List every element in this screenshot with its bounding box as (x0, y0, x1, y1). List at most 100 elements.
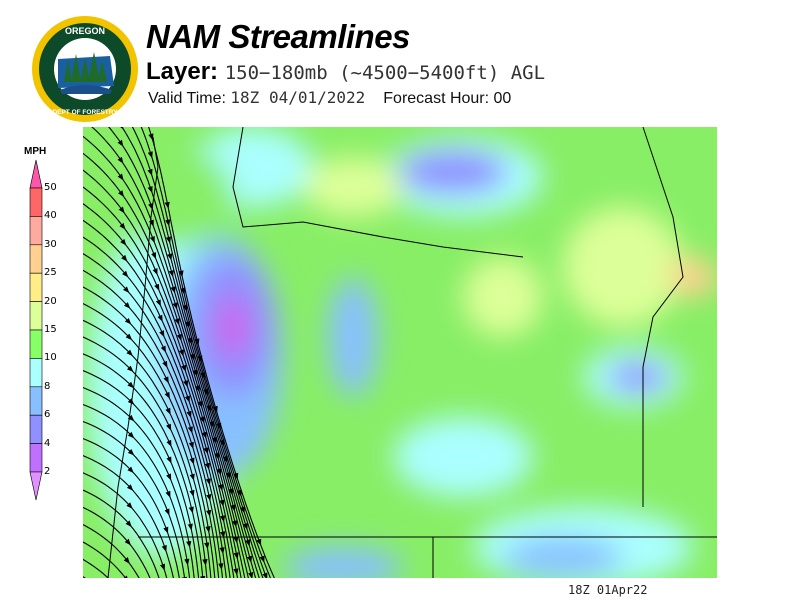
streamline (126, 275, 165, 338)
streamline (124, 243, 161, 307)
streamline (236, 556, 242, 578)
streamline (132, 402, 172, 464)
colorbar-segment (29, 244, 43, 274)
streamline (83, 303, 133, 341)
colorbar-segment (29, 358, 43, 388)
streamline (162, 334, 190, 403)
streamline (83, 203, 127, 246)
streamline (83, 506, 131, 546)
streamline (131, 386, 172, 447)
streamline (182, 353, 205, 424)
colorbar-label: 50 (44, 182, 57, 193)
streamline (177, 322, 201, 393)
streamline (189, 415, 211, 486)
streamline (108, 127, 124, 147)
streamline (83, 253, 130, 294)
wind-speed-fill (88, 127, 717, 578)
streamline (215, 410, 239, 480)
streamline (192, 357, 215, 428)
streamline (129, 337, 170, 399)
streamline (190, 430, 212, 501)
streamline (192, 494, 208, 566)
colorbar-segment (29, 301, 43, 331)
streamline (250, 560, 257, 578)
colorbar-label: 15 (44, 324, 57, 335)
streamline-map[interactable] (83, 127, 717, 578)
streamline (160, 319, 189, 388)
streamline (187, 325, 209, 396)
streamline (209, 498, 224, 571)
streamline (167, 512, 188, 578)
streamline (248, 543, 260, 578)
streamline (151, 137, 170, 209)
streamline (206, 546, 212, 578)
streamline (150, 173, 172, 244)
streamline (200, 359, 222, 430)
streamline (219, 427, 242, 497)
colorbar-over-triangle (29, 159, 43, 189)
streamline (225, 460, 248, 530)
streamline (130, 353, 171, 415)
streamline (83, 524, 130, 564)
streamline (121, 177, 155, 244)
streamline (191, 510, 206, 578)
streamline (262, 560, 271, 578)
streamline (222, 535, 231, 578)
streamline (152, 224, 176, 294)
streamline (128, 306, 168, 368)
streamline (131, 470, 169, 534)
streamline (83, 420, 135, 456)
streamline (83, 236, 129, 278)
streamline (159, 303, 187, 372)
streamline (243, 510, 268, 578)
colorbar-label: 2 (44, 466, 51, 477)
streamline (131, 127, 153, 176)
streamline (83, 336, 134, 373)
streamline (191, 446, 212, 517)
streamline (188, 399, 210, 470)
streamline (83, 558, 109, 578)
colorbar-segment (29, 272, 43, 302)
streamline (157, 288, 184, 357)
streamline (125, 259, 163, 322)
oregon-department-of-forestry-logo: OREGON DEPT OF FORESTRY (32, 16, 138, 122)
streamline (228, 476, 251, 547)
streamline (203, 376, 225, 447)
streamline (231, 492, 253, 563)
streamline (163, 567, 168, 578)
colorbar-label: 8 (44, 380, 51, 392)
streamline (122, 210, 158, 276)
streamline (236, 540, 246, 578)
valid-value: 18Z 04/01/2022 (230, 88, 366, 107)
streamline (154, 256, 180, 326)
streamline (132, 436, 171, 498)
streamline (239, 493, 265, 563)
valid-label: Valid Time: (148, 90, 226, 107)
streamline (83, 386, 135, 422)
streamline (212, 425, 234, 496)
streamline (121, 127, 153, 194)
streamline (83, 472, 133, 509)
streamlines (83, 127, 275, 578)
streamline (169, 412, 195, 481)
colorbar-label: 25 (44, 267, 57, 279)
streamline (168, 240, 188, 312)
streamline (129, 524, 160, 578)
streamline (222, 443, 246, 514)
colorbar-segment (29, 216, 43, 246)
streamline (83, 186, 126, 230)
streamline (222, 503, 239, 576)
streamline (209, 409, 231, 480)
footer-timestamp: 18Z 01Apr22 (568, 583, 648, 597)
streamline (192, 477, 210, 550)
streamline (83, 152, 125, 198)
streamline (151, 207, 174, 278)
colorbar-under-triangle (29, 471, 43, 501)
streamline (122, 194, 157, 260)
streamline (185, 308, 206, 380)
streamline (123, 227, 160, 291)
streamline (169, 460, 193, 531)
streamline (153, 240, 178, 310)
streamline (150, 190, 173, 261)
streamline (83, 135, 124, 181)
